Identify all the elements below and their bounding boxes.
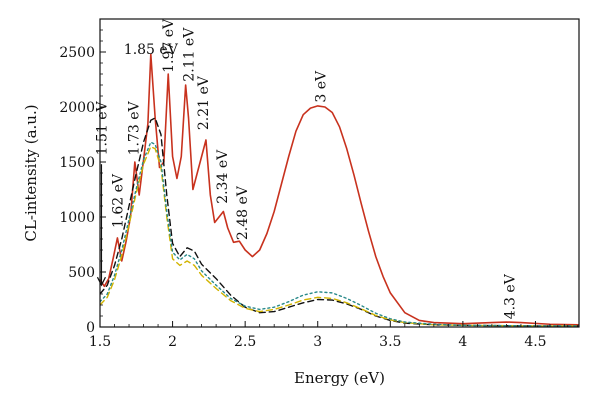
peak-label: 1.73 eV	[126, 100, 142, 155]
y-tick-label: 500	[68, 265, 95, 281]
y-tick-label: 1500	[59, 155, 95, 171]
x-tick-label: 4.5	[524, 334, 546, 350]
arrow-head	[96, 276, 106, 287]
peak-label: 1.51 eV	[95, 100, 111, 155]
y-tick-label: 2500	[59, 45, 95, 61]
x-tick-label: 4	[458, 334, 467, 350]
series-line-4	[100, 141, 579, 327]
x-axis: 1.5 2 2.5 3 3.5 4 4.5	[89, 321, 580, 350]
peak-label: 4.3 eV	[502, 273, 518, 319]
peak-label: 2.34 eV	[215, 149, 231, 204]
peak-label: 1.62 eV	[110, 173, 126, 228]
y-tick-label: 0	[86, 320, 95, 336]
peak-annotations: 1.85 eV 1.51 eV 1.73 eV 1.62 eV 1.97 eV 2.11 …	[95, 18, 519, 319]
x-tick-label: 3	[313, 334, 322, 350]
y-axis-title: CL-intensity (a.u.)	[22, 104, 40, 241]
x-tick-label: 1.5	[89, 334, 111, 350]
x-axis-title: Energy (eV)	[294, 369, 385, 387]
y-tick-label: 2000	[59, 100, 95, 116]
peak-label: 2.11 eV	[182, 27, 198, 82]
series-line-2	[100, 117, 579, 327]
peak-label: 2.21 eV	[196, 75, 212, 130]
x-tick-label: 2	[168, 334, 177, 350]
x-tick-label: 2.5	[234, 334, 256, 350]
x-tick-label: 3.5	[379, 334, 401, 350]
peak-label: 1.85 eV	[124, 42, 179, 58]
series-line-1	[100, 53, 579, 326]
y-axis: 0 500 1000 1500 2000 2500	[59, 29, 106, 336]
peak-label: 1.97 eV	[161, 18, 177, 73]
series-line-3	[100, 145, 579, 327]
peak-label: 2.48 eV	[235, 185, 251, 240]
plot-area	[100, 53, 579, 327]
peak-label: 3 eV	[314, 70, 330, 103]
y-tick-label: 1000	[59, 210, 95, 226]
